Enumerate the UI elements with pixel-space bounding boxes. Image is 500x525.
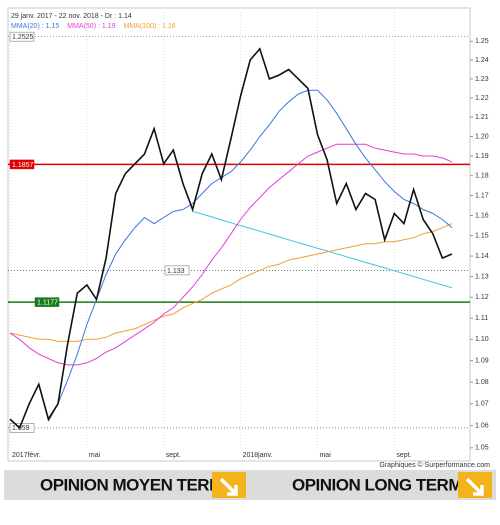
y-tick-label: 1.25 xyxy=(475,38,489,45)
y-tick-label: 1.14 xyxy=(475,253,489,260)
y-tick-label: 1.05 xyxy=(475,445,489,452)
y-tick-label: 1.18 xyxy=(475,173,489,180)
y-tick-label: 1.08 xyxy=(475,379,489,386)
level-label: 1.133 xyxy=(167,268,185,275)
x-tick-label: sept. xyxy=(166,452,181,459)
y-tick-label: 1.15 xyxy=(475,233,489,240)
y-tick-label: 1.22 xyxy=(475,95,489,102)
plot-frame xyxy=(7,7,471,462)
x-tick-label: 2017févr. xyxy=(12,452,41,459)
opinion-bar xyxy=(4,470,496,500)
subtitle: 29 janv. 2017 - 22 nov. 2018 - Dr : 1.14 xyxy=(11,13,132,20)
level-label: 1.1177 xyxy=(37,299,58,306)
level-label-box xyxy=(164,265,190,276)
x-tick-label: sept. xyxy=(396,452,411,459)
y-tick-label: 1.16 xyxy=(475,212,489,219)
arrow-down-right xyxy=(219,477,238,496)
trend-line xyxy=(192,210,453,289)
y-tick-label: 1.21 xyxy=(475,114,489,121)
level-label-box xyxy=(9,31,35,42)
y-tick-label: 1.23 xyxy=(475,76,489,83)
ma-line xyxy=(9,223,453,342)
y-tick-label: 1.09 xyxy=(475,357,489,364)
ma-line xyxy=(47,89,453,422)
y-tick-label: 1.17 xyxy=(475,192,489,199)
legend-entry: MMA(20) : 1.15 xyxy=(11,23,59,30)
legend-entry: MMA(100) : 1.16 xyxy=(124,23,176,30)
y-tick-label: 1.07 xyxy=(475,401,489,408)
level-label-box xyxy=(9,159,35,170)
x-tick-label: mai xyxy=(89,452,101,459)
level-label: 1.059 xyxy=(12,425,30,432)
x-tick-label: 2018janv. xyxy=(243,452,273,459)
ma-line xyxy=(9,143,453,366)
y-tick-label: 1.13 xyxy=(475,273,489,280)
y-tick-label: 1.12 xyxy=(475,294,489,301)
y-tick-label: 1.10 xyxy=(475,336,489,343)
legend-entry: MMA(50) : 1.19 xyxy=(67,23,115,30)
level-label-box xyxy=(34,297,60,307)
y-tick-label: 1.11 xyxy=(475,315,488,322)
opinion-label: OPINION MOYEN TERME xyxy=(40,475,234,494)
opinion-label: OPINION LONG TERME xyxy=(292,475,473,494)
y-tick-label: 1.20 xyxy=(475,133,489,140)
y-tick-label: 1.24 xyxy=(475,57,489,64)
arrow-down-right xyxy=(465,477,484,496)
price-line xyxy=(9,47,453,430)
y-tick-label: 1.19 xyxy=(475,153,489,160)
source: Graphiques © Surperformance.com xyxy=(379,461,490,469)
y-tick-label: 1.06 xyxy=(475,423,489,430)
x-tick-label: mai xyxy=(319,452,331,459)
level-label: 1.1857 xyxy=(12,162,34,169)
level-label: 1.2525 xyxy=(12,34,34,41)
